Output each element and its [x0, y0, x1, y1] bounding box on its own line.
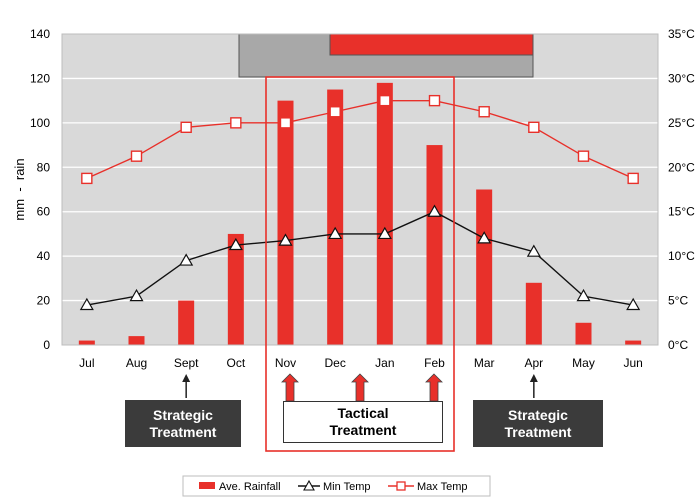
y-right-tick-label: 10°C: [668, 249, 695, 263]
max-temp-point: [478, 106, 490, 118]
min-temp-point: [526, 244, 541, 257]
rainfall-bar: [426, 145, 443, 345]
tactical-treatment-label: Tactical Treatment: [329, 405, 397, 438]
min-temp-point: [427, 204, 442, 217]
x-tick-label: Nov: [275, 356, 296, 370]
min-temp-point: [79, 297, 94, 311]
x-tick-label: Jan: [375, 356, 394, 370]
min-temp-line: [86, 210, 634, 306]
x-tick-label: Oct: [226, 356, 245, 370]
tactical-treatment-box: Tactical Treatment: [283, 401, 443, 443]
min-temp-point: [377, 226, 392, 240]
x-tick-label: Dec: [324, 356, 345, 370]
y-axis-label: mm - rain: [12, 158, 27, 220]
max-temp-point: [279, 117, 292, 129]
y-left-tick-label: 100: [30, 116, 50, 130]
max-temp-point: [577, 150, 590, 162]
tactical-arrow-3: [425, 373, 443, 402]
strategic-treatment-left-box: Strategic Treatment: [125, 400, 241, 447]
x-tick-label: May: [572, 356, 595, 370]
y-right-tick-label: 20°C: [668, 160, 695, 174]
x-tick-label: Jul: [79, 356, 94, 370]
legend-label-rainfall: Ave. Rainfall: [219, 481, 281, 493]
y-right-tick-label: 30°C: [668, 71, 695, 85]
max-temp-point: [230, 117, 242, 129]
rainfall-bar: [625, 340, 642, 345]
x-tick-label: Sept: [174, 356, 199, 370]
rainfall-bar: [128, 336, 145, 345]
legend-marker-min-temp: [303, 479, 315, 491]
min-temp-point: [129, 288, 144, 302]
y-right-tick-label: 0°C: [668, 338, 688, 352]
rainfall-bar: [476, 189, 493, 345]
rainfall-bar: [277, 100, 294, 346]
legend-label-max-temp: Max Temp: [417, 481, 468, 493]
min-temp-point: [576, 288, 591, 302]
y-left-tick-label: 80: [37, 160, 51, 174]
plot-area: [62, 34, 658, 345]
rainfall-bar: [227, 233, 244, 345]
y-left-tick-label: 140: [30, 27, 50, 41]
tactical-window-outline: [265, 76, 455, 452]
y-right-tick-label: 25°C: [668, 116, 695, 130]
min-temp-point: [626, 297, 641, 311]
period-band-red: [329, 33, 534, 56]
max-temp-line: [86, 99, 634, 180]
max-temp-point: [528, 121, 540, 134]
strategic-treatment-right-label: Strategic Treatment: [504, 406, 572, 440]
strategic-right-arrow: [529, 374, 538, 382]
y-left-tick-label: 0: [43, 338, 50, 352]
strategic-left-arrow: [182, 374, 191, 382]
legend-label-min-temp: Min Temp: [323, 481, 370, 493]
y-left-tick-label: 120: [30, 71, 50, 85]
legend-swatch-rainfall: [199, 482, 215, 489]
rainfall-bar: [525, 282, 542, 345]
y-right-tick-label: 15°C: [668, 205, 695, 219]
y-right-tick-label: 5°C: [668, 294, 688, 308]
min-temp-point: [477, 231, 492, 244]
max-temp-point: [329, 106, 341, 118]
x-tick-label: Aug: [126, 356, 147, 370]
min-temp-point: [278, 233, 293, 246]
max-temp-point: [627, 172, 639, 185]
rainfall-bar: [178, 300, 195, 345]
max-temp-point: [428, 94, 441, 107]
x-tick-label: Mar: [474, 356, 495, 370]
y-left-tick-label: 20: [37, 294, 51, 308]
x-tick-label: Apr: [524, 356, 543, 370]
max-temp-point: [379, 94, 391, 107]
rainfall-bar: [376, 82, 393, 345]
x-tick-label: Feb: [424, 356, 445, 370]
max-temp-point: [180, 121, 192, 134]
max-temp-point: [130, 150, 143, 162]
strategic-treatment-left-label: Strategic Treatment: [149, 406, 217, 440]
y-left-tick-label: 60: [37, 205, 51, 219]
min-temp-point: [179, 253, 194, 266]
plot-frame: [61, 33, 659, 346]
y-left-tick-label: 40: [37, 249, 51, 263]
legend-box: [182, 475, 491, 497]
x-tick-label: Jun: [623, 356, 642, 370]
min-temp-point: [328, 226, 343, 240]
rainfall-bar: [575, 322, 592, 345]
min-temp-point: [228, 237, 243, 251]
rainfall-bar: [78, 340, 95, 345]
max-temp-point: [81, 172, 93, 185]
y-right-tick-label: 35°C: [668, 27, 695, 41]
tactical-arrow-1: [281, 373, 299, 402]
strategic-treatment-right-box: Strategic Treatment: [473, 400, 603, 447]
rainfall-bar: [327, 89, 344, 346]
legend-marker-max-temp: [396, 481, 406, 491]
tactical-arrow-2: [351, 373, 369, 402]
